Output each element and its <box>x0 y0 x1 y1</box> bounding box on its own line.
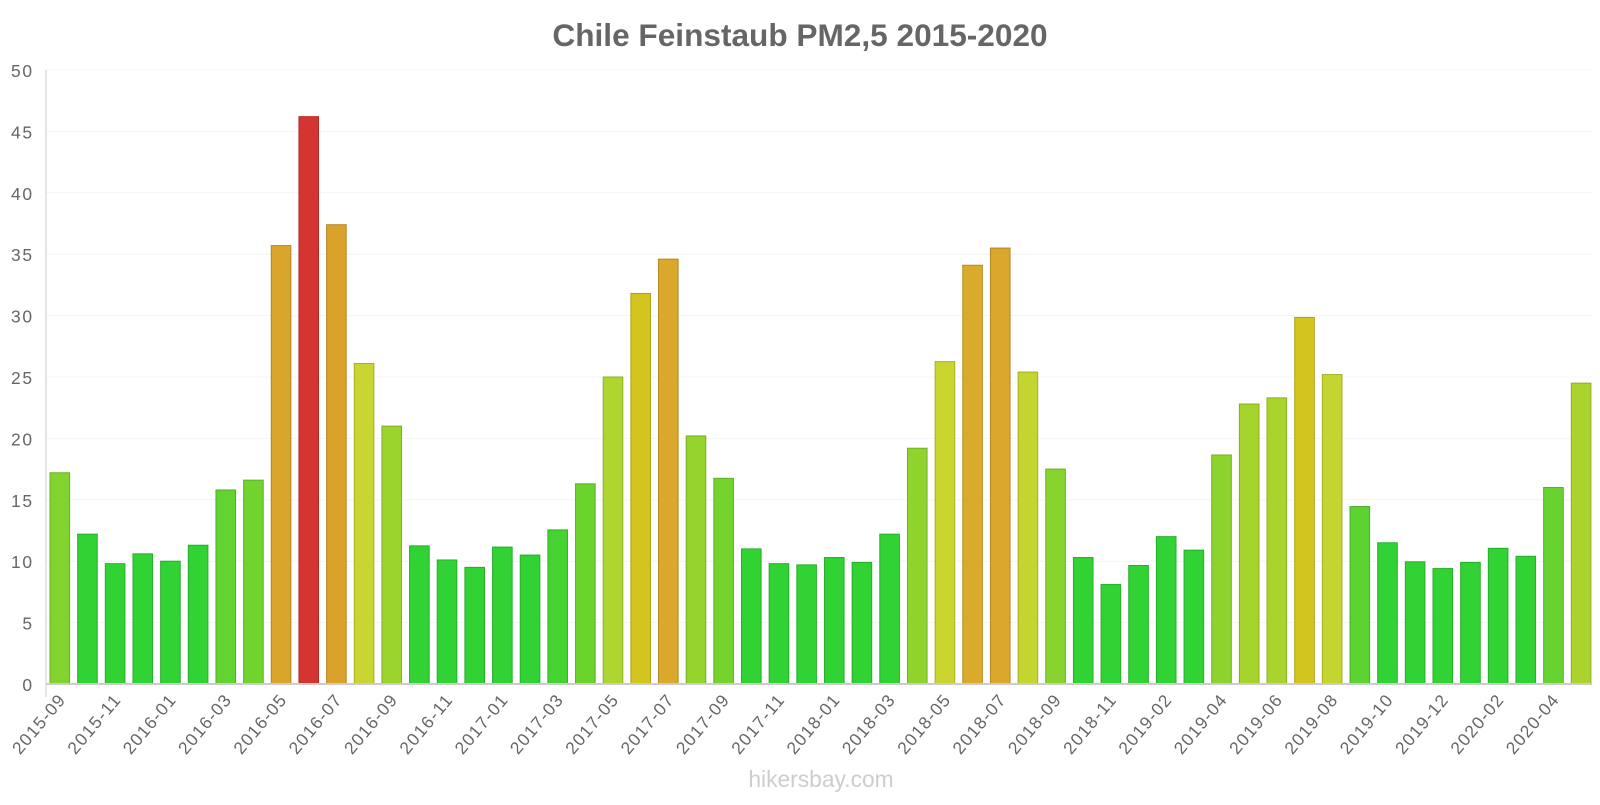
svg-text:25: 25 <box>11 368 32 388</box>
svg-text:10: 10 <box>11 552 32 572</box>
svg-text:45: 45 <box>11 122 32 142</box>
svg-text:hikersbay.com: hikersbay.com <box>748 766 893 792</box>
svg-text:20: 20 <box>11 429 32 449</box>
svg-text:30: 30 <box>11 307 32 327</box>
svg-text:0: 0 <box>22 675 32 695</box>
svg-text:35: 35 <box>11 245 32 265</box>
svg-text:Chile Feinstaub PM2,5 2015-202: Chile Feinstaub PM2,5 2015-2020 <box>552 17 1047 53</box>
svg-text:5: 5 <box>22 614 32 634</box>
svg-text:15: 15 <box>11 491 32 511</box>
svg-text:50: 50 <box>11 61 32 81</box>
svg-text:40: 40 <box>11 184 32 204</box>
